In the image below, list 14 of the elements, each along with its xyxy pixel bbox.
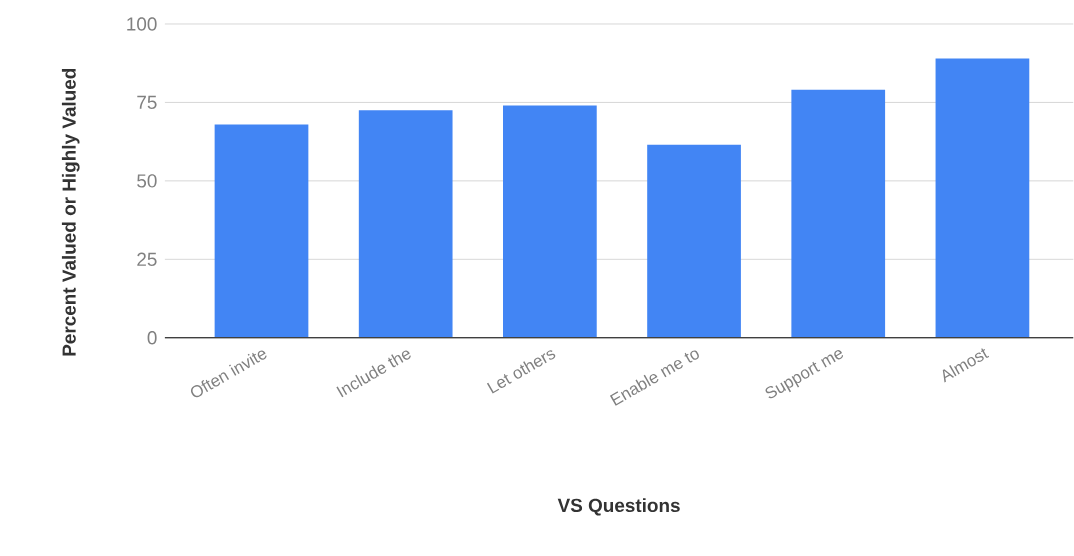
y-tick-label: 50	[137, 174, 157, 188]
y-axis-title: Percent Valued or Highly Valued	[61, 69, 80, 356]
bar	[214, 124, 309, 338]
x-tick-label: Often invite	[190, 350, 267, 398]
x-axis-title: VS Questions	[557, 498, 680, 516]
y-tick-label: 25	[137, 252, 157, 267]
bar	[503, 105, 597, 338]
y-tick-label: 75	[137, 96, 157, 110]
bar	[935, 58, 1030, 338]
y-tick-label: 0	[147, 331, 157, 345]
bar	[791, 90, 886, 338]
bar	[647, 144, 741, 338]
bar	[358, 110, 453, 338]
y-tick-label: 100	[127, 17, 157, 31]
